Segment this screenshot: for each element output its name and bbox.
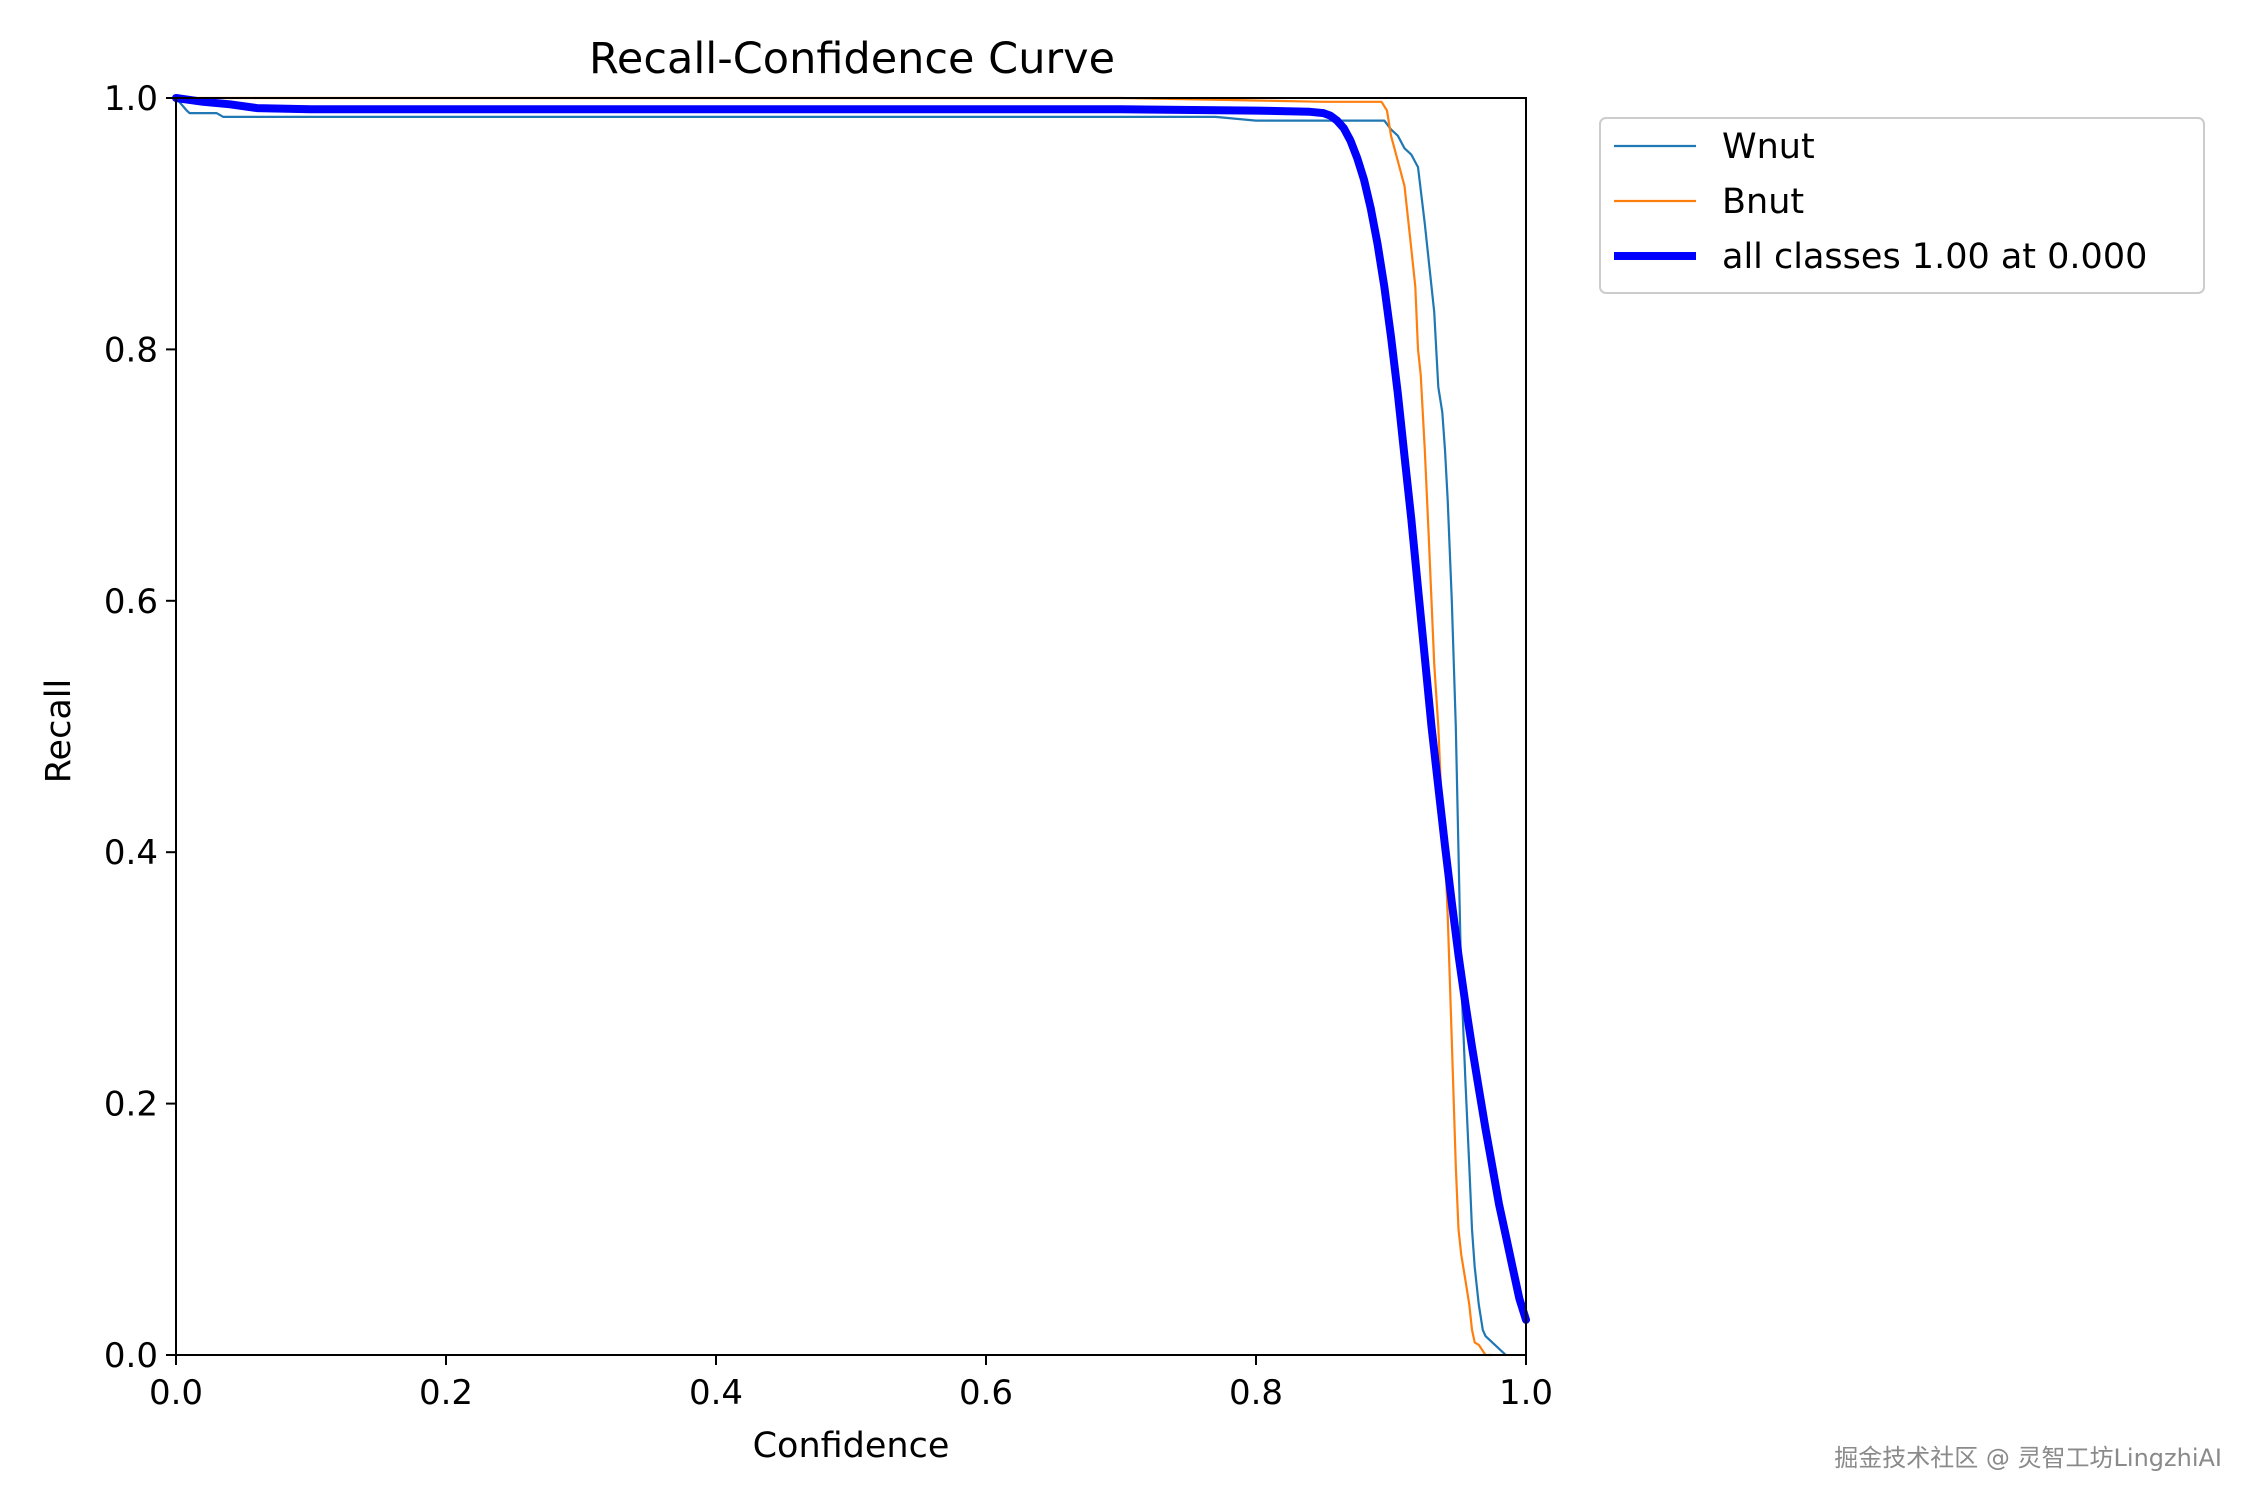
chart-title: Recall-Confidence Curve	[589, 34, 1115, 84]
legend-label: Wnut	[1722, 127, 1815, 167]
y-axis-ticks: 0.0 0.2 0.4 0.6 0.8 1.0	[104, 79, 176, 1376]
legend-box	[1599, 117, 2205, 294]
x-tick-label: 0.4	[689, 1373, 743, 1413]
legend-label: Bnut	[1722, 182, 1804, 222]
legend-items: Wnut Bnut all classes 1.00 at 0.000	[1614, 127, 2147, 277]
watermark-text: 掘金技术社区 @ 灵智工坊LingzhiAI	[1834, 1444, 2222, 1472]
y-tick-label: 0.6	[104, 582, 158, 622]
y-tick-label: 0.8	[104, 330, 158, 370]
series-line-all	[172, 94, 1530, 1324]
series-lines	[172, 94, 1530, 1357]
x-tick-label: 0.0	[149, 1373, 203, 1413]
y-tick-label: 0.4	[104, 833, 158, 873]
y-tick-label: 0.0	[104, 1336, 158, 1376]
x-tick-label: 0.2	[419, 1373, 473, 1413]
x-axis-label: Confidence	[753, 1426, 950, 1466]
plot-frame	[175, 97, 1527, 1356]
series-line-wnut	[174, 96, 1507, 1357]
y-tick-label: 0.2	[104, 1085, 158, 1125]
y-tick-label: 1.0	[104, 79, 158, 119]
y-axis-label: Recall	[39, 679, 79, 783]
x-tick-label: 0.8	[1229, 1373, 1283, 1413]
x-tick-label: 0.6	[959, 1373, 1013, 1413]
x-axis-ticks: 0.0 0.2 0.4 0.6 0.8 1.0	[149, 1355, 1553, 1413]
series-line-bnut	[174, 96, 1494, 1357]
legend-label: all classes 1.00 at 0.000	[1722, 237, 2147, 277]
legend: Wnut Bnut all classes 1.00 at 0.000	[1599, 117, 2205, 294]
x-tick-label: 1.0	[1499, 1373, 1553, 1413]
